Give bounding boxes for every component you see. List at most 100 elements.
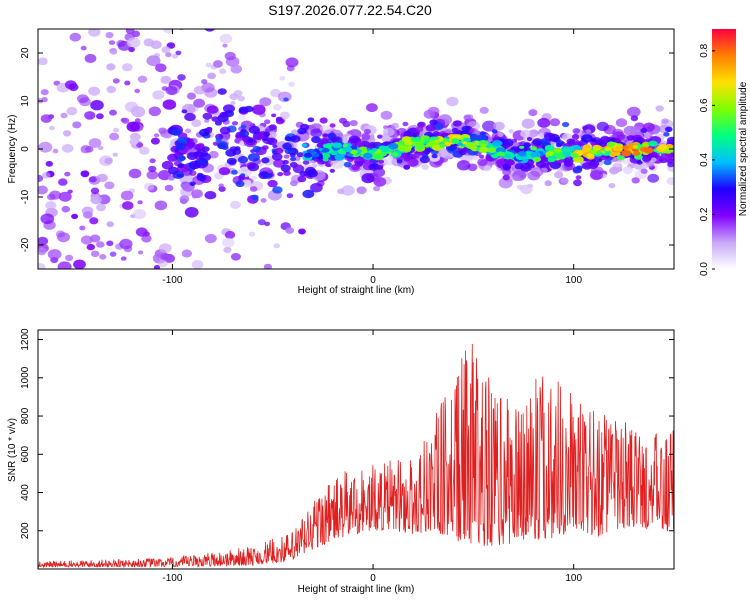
heat-cell-1308 [240,128,247,133]
bot-y-tick-label-0: 200 [20,522,31,539]
heat-cell-891 [341,185,355,196]
heat-cell-514 [329,123,336,128]
snr-panel: -100 0 100 200 400 600 800 1000 1200 Height of … [7,328,675,595]
heat-cell-156 [272,104,282,111]
heat-cell-762 [218,183,224,188]
heat-cell-486 [148,106,161,117]
heat-cell-25 [112,127,119,133]
heat-cell-436 [204,118,210,123]
heat-cell-597 [40,114,52,123]
colorbar-tick-label-4: 0.8 [699,43,710,57]
heat-cell-1419 [305,166,316,175]
heat-cell-293 [120,190,134,201]
heat-cell-708 [609,166,620,175]
spectrogram-heatmap [38,29,674,269]
heat-cell-1796 [427,141,436,147]
heat-cell-494 [356,186,367,195]
heat-cell-807 [423,109,436,119]
top-x-tick-label-2: 100 [565,275,582,286]
heat-cell-431 [99,155,113,167]
heat-cell-1134 [297,175,307,183]
heat-cell-789 [465,114,474,120]
heat-cell-462 [120,117,128,123]
heat-cell-1271 [479,154,485,159]
heat-cell-381 [521,118,535,129]
heat-cell-682 [38,247,47,256]
heat-cell-1309 [271,113,277,118]
heat-cell-1098 [403,157,411,162]
heat-cell-1408 [378,159,385,164]
heat-cell-1834 [307,148,315,154]
heat-cell-43 [225,56,240,67]
heat-cell-883 [129,138,139,146]
colorbar-tick-label-1: 0.2 [699,207,710,221]
heat-cell-1744 [322,157,329,162]
heat-cell-175 [655,105,664,112]
heat-cell-782 [122,201,134,210]
heat-cell-26 [191,119,202,127]
heat-cell-740 [650,157,657,162]
heat-cell-752 [58,191,72,202]
heat-cell-182 [160,75,172,84]
heat-cell-747 [554,171,564,179]
heat-cell-876 [157,259,168,268]
heat-cell-1196 [300,123,310,131]
heat-cell-567 [589,170,604,181]
heat-cell-139 [615,118,628,128]
heat-cell-699 [191,260,204,269]
heat-cell-536 [530,167,544,177]
heat-cell-499 [175,50,182,56]
heat-cell-601 [179,195,190,203]
heat-cell-372 [132,208,146,220]
heat-cell-702 [267,131,277,139]
heat-cell-221 [157,170,172,181]
heat-cell-861 [162,99,177,110]
heat-cell-1379 [576,165,583,171]
heat-cell-595 [158,243,172,254]
heat-cell-1747 [530,151,541,158]
heat-cell-229 [402,121,409,127]
heat-cell-568 [81,206,94,216]
heat-cell-1141 [507,160,515,166]
heat-cell-1388 [588,162,598,170]
heat-cell-1830 [351,150,358,155]
heat-cell-622 [45,201,57,210]
heat-cell-519 [285,227,295,234]
heat-cell-658 [40,213,55,225]
bot-x-tick-label-0: -100 [162,573,182,584]
heat-cell-1317 [240,124,247,129]
heat-cell-477 [38,236,49,246]
heat-cell-630 [493,121,505,131]
heat-cell-844 [116,39,126,48]
heat-cell-1128 [566,138,576,145]
heat-cell-655 [90,100,104,111]
spectrogram-x-ticks: -100 0 100 [162,29,582,286]
heat-cell-892 [497,132,504,138]
heat-cell-1820 [517,151,527,157]
heat-cell-115 [38,141,53,153]
heat-cell-166 [373,185,381,192]
heat-cell-1736 [491,154,499,159]
heat-cell-88 [573,179,582,187]
heat-cell-296 [349,120,358,127]
snr-frame [37,329,675,570]
heat-cell-491 [109,132,120,141]
heat-cell-282 [61,144,74,153]
heat-cell-1372 [451,127,459,134]
heat-cell-599 [549,118,561,127]
heat-cell-706 [130,105,141,114]
heat-cell-710 [260,198,267,203]
heat-cell-951 [272,186,283,194]
heat-cell-269 [528,109,538,117]
heat-cell-1403 [263,131,271,137]
heat-cell-1305 [425,124,436,132]
snr-y-ticks: 200 400 600 800 1000 1200 [20,328,674,539]
colorbar-tick-label-3: 0.6 [699,98,710,112]
heat-cell-1007 [302,189,315,199]
heat-cell-370 [38,185,48,195]
heat-cell-1063 [289,162,298,168]
heat-cell-721 [223,246,232,254]
heat-cell-722 [128,168,142,179]
heat-cell-1360 [431,153,438,159]
heat-cell-846 [502,174,510,181]
